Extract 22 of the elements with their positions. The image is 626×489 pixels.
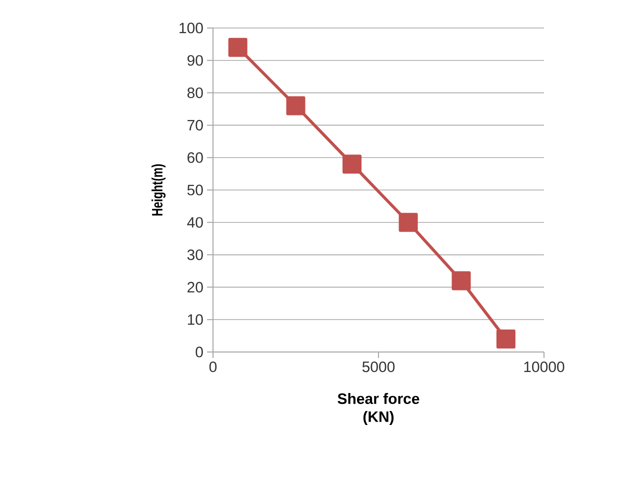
y-tick-label: 0: [196, 346, 203, 358]
point: [452, 271, 471, 290]
y-tick-label: 40: [187, 217, 203, 228]
y-tick-label: 20: [188, 282, 203, 292]
point: [398, 212, 418, 232]
y-tick-label: 30: [187, 249, 203, 260]
point: [342, 154, 362, 174]
y-tick-label: 70: [188, 120, 203, 130]
y-tick-label: 80: [187, 87, 203, 98]
y-tick-label: 90: [187, 55, 203, 66]
x-tick-label: 10000: [524, 362, 564, 372]
point: [286, 96, 306, 116]
y-tick-label: 100: [180, 22, 203, 34]
y-tick-label: 60: [188, 152, 203, 163]
y-tick-label: 10: [188, 314, 203, 325]
y-axis-title: Height(m): [152, 164, 166, 216]
point: [496, 330, 516, 349]
y-tick-label: 50: [187, 184, 203, 196]
x-tick-label: 5000: [362, 362, 395, 372]
x-tick-label: 0: [209, 362, 217, 372]
point: [228, 38, 248, 57]
x-axis-title: Shear force (KN): [338, 393, 420, 425]
